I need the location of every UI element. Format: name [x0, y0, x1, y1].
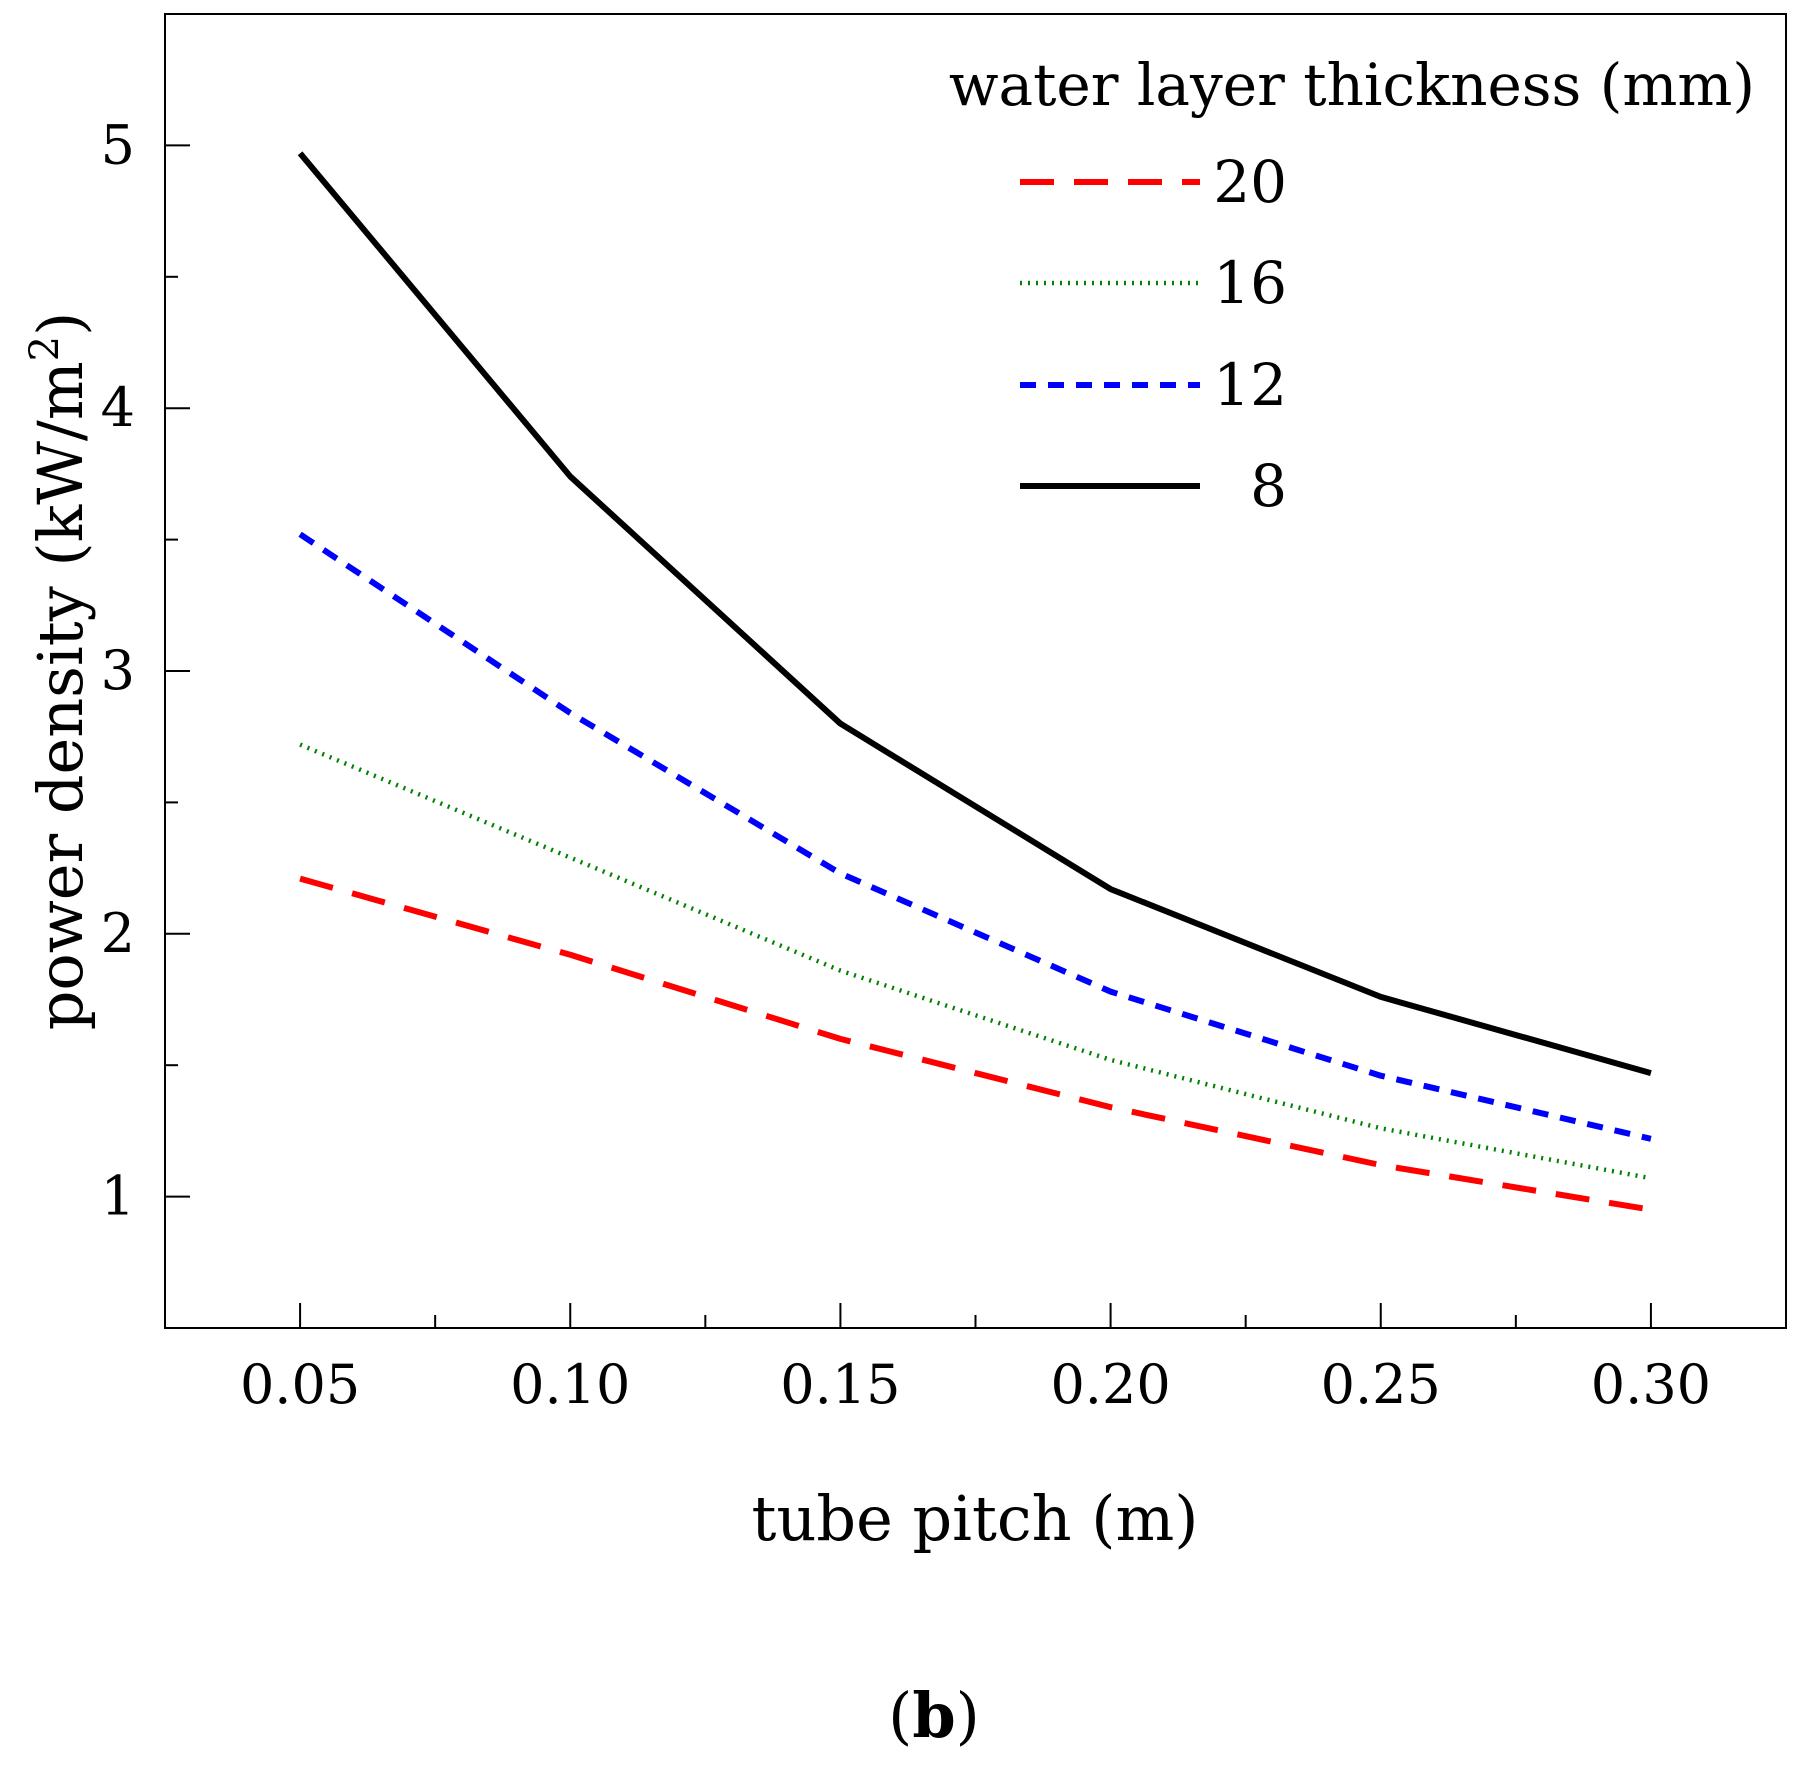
- x-axis-ticks: 0.05 0.10 0.15 0.20 0.25 0.30: [240, 1303, 1711, 1416]
- legend-label-8: 8: [1250, 452, 1287, 520]
- series-line-12: [298, 531, 1652, 1142]
- x-tick-label: 0.15: [780, 1353, 900, 1416]
- y-axis-ticks: 1 2 3 4 5: [101, 113, 190, 1228]
- x-tick-label: 0.10: [510, 1353, 630, 1416]
- legend-title: water layer thickness (mm): [949, 51, 1755, 119]
- legend-label-20: 20: [1213, 148, 1287, 216]
- y-axis-title: power density (kW/m2): [22, 312, 97, 1031]
- legend-label-16: 16: [1213, 249, 1287, 317]
- plot-frame: [164, 13, 1787, 1329]
- y-tick-label: 3: [101, 639, 135, 702]
- x-tick-label: 0.20: [1050, 1353, 1170, 1416]
- legend: water layer thickness (mm) 20 16 12 8: [949, 51, 1755, 520]
- y-tick-label: 1: [101, 1165, 135, 1228]
- y-tick-label: 2: [101, 902, 135, 965]
- x-axis-title: tube pitch (m): [752, 1482, 1199, 1555]
- panel-label: (b): [888, 1679, 980, 1752]
- series-line-8: [297, 151, 1652, 1076]
- series-line-20: [299, 875, 1652, 1213]
- x-tick-label: 0.05: [240, 1353, 360, 1416]
- legend-label-12: 12: [1213, 351, 1287, 419]
- x-tick-label: 0.30: [1591, 1353, 1711, 1416]
- x-tick-label: 0.25: [1321, 1353, 1441, 1416]
- y-tick-label: 5: [101, 113, 135, 176]
- y-tick-label: 4: [101, 376, 135, 439]
- series-layer: [297, 151, 1652, 1213]
